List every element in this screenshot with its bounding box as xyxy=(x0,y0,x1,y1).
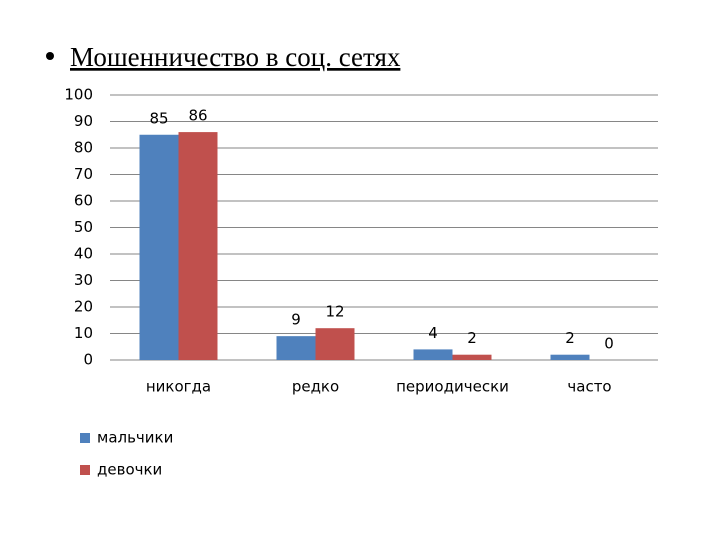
x-tick-label: периодически xyxy=(396,378,509,396)
y-tick-label: 10 xyxy=(74,324,93,342)
y-tick-label: 50 xyxy=(74,218,93,236)
y-tick-label: 60 xyxy=(74,192,93,210)
y-tick-label: 40 xyxy=(74,245,93,263)
legend-label: девочки xyxy=(97,461,162,479)
data-label: 2 xyxy=(467,329,477,347)
y-tick-label: 0 xyxy=(83,351,93,369)
x-tick-label: никогда xyxy=(146,378,211,396)
data-label: 85 xyxy=(149,109,168,127)
legend-swatch xyxy=(80,433,90,443)
x-tick-label: редко xyxy=(292,378,339,396)
data-label: 86 xyxy=(188,107,207,125)
y-tick-label: 30 xyxy=(74,271,93,289)
bar xyxy=(139,134,179,360)
data-label: 2 xyxy=(565,329,575,347)
data-label: 12 xyxy=(325,303,344,321)
bar xyxy=(315,328,355,360)
bar xyxy=(413,349,453,360)
bar xyxy=(178,132,218,360)
data-label: 0 xyxy=(604,335,614,353)
legend-swatch xyxy=(80,465,90,475)
data-label: 4 xyxy=(428,324,438,342)
bar xyxy=(550,354,590,360)
data-label: 9 xyxy=(291,311,301,329)
y-tick-label: 100 xyxy=(64,86,93,104)
x-tick-label: часто xyxy=(567,378,611,396)
bullet xyxy=(46,52,54,60)
y-tick-label: 70 xyxy=(74,165,93,183)
chart-title: Мошенничество в соц. сетях xyxy=(70,42,401,72)
legend-label: мальчики xyxy=(97,429,173,447)
y-tick-label: 80 xyxy=(74,139,93,157)
y-tick-label: 20 xyxy=(74,298,93,316)
y-tick-label: 90 xyxy=(74,112,93,130)
bar xyxy=(452,354,492,360)
bar xyxy=(276,336,316,360)
